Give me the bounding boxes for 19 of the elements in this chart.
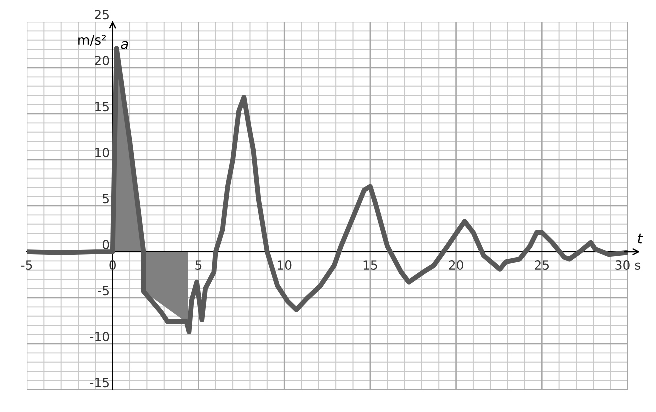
y-tick-label: -5	[98, 286, 109, 296]
x-tick-label: 25	[535, 260, 550, 270]
y-tick-label: 0	[102, 240, 110, 250]
x-tick-label: 10	[278, 260, 292, 270]
y-tick-label: 5	[103, 194, 109, 204]
x-tick-label: 5	[196, 260, 202, 270]
y-tick-label: 10	[96, 148, 110, 158]
y-tick-label: 25	[95, 10, 109, 20]
x-tick-label: 30 s	[616, 260, 641, 270]
y-tick-label: 20	[95, 56, 110, 66]
y-tick-label: -10	[90, 332, 110, 342]
x-tick-label: 20	[449, 260, 464, 270]
x-axis-title: t	[638, 234, 644, 244]
annotation: m/s²	[78, 35, 106, 46]
x-tick-label: 15	[364, 260, 378, 270]
y-tick-label: -15	[90, 378, 109, 388]
y-tick-label: 15	[96, 102, 109, 112]
x-tick-label: -5	[21, 260, 32, 270]
y-axis-title: a	[121, 41, 128, 50]
